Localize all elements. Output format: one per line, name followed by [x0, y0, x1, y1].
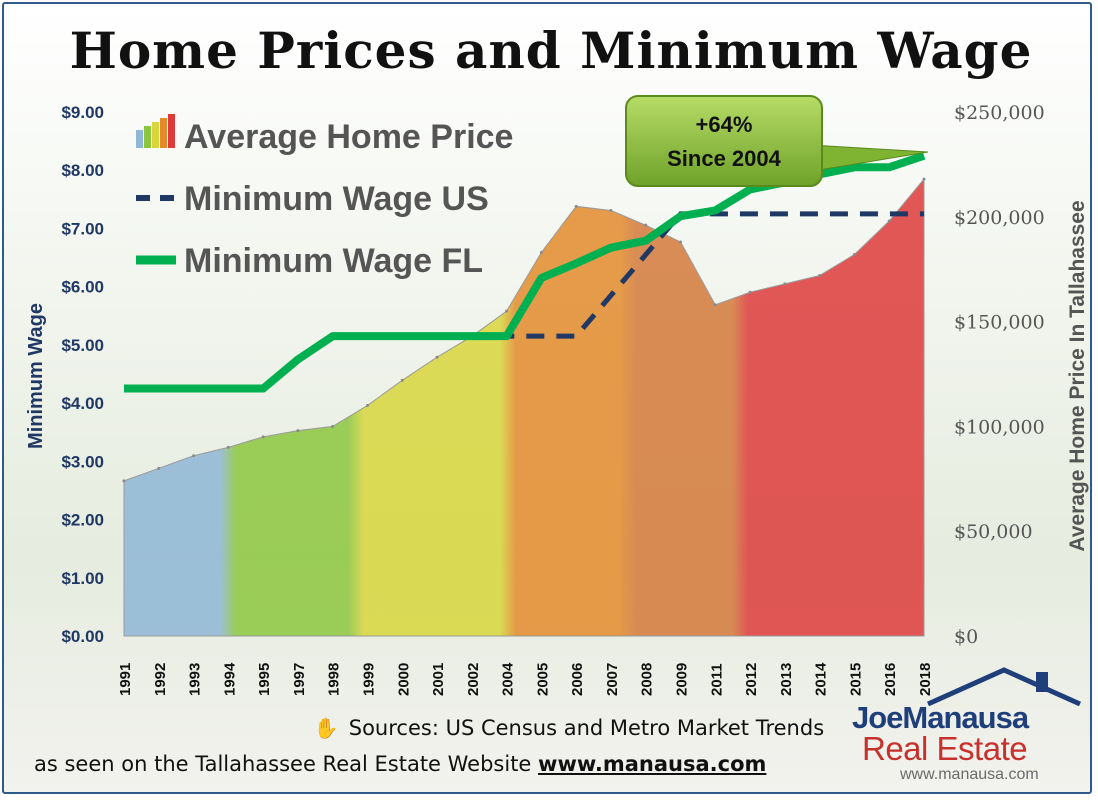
seen-on-line: as seen on the Tallahassee Real Estate W… — [34, 752, 766, 776]
right-axis-tick-label: $50,000 — [954, 521, 1033, 543]
home-price-point — [539, 250, 543, 254]
x-axis-tick-label: 2001 — [430, 663, 447, 696]
x-axis-tick-label: 2018 — [917, 663, 934, 696]
website-link[interactable]: www.manausa.com — [538, 752, 767, 776]
home-price-point — [852, 253, 856, 257]
legend-bar-swatch — [168, 114, 175, 148]
x-axis-tick-label: 1992 — [152, 663, 169, 696]
house-roof-icon — [926, 667, 1082, 706]
left-axis-tick-label: $6.00 — [61, 278, 104, 297]
home-price-point — [783, 282, 787, 286]
callout-percent: +64% — [696, 112, 753, 137]
x-axis-tick-label: 2011 — [708, 663, 725, 696]
right-axis-tick-label: $100,000 — [954, 416, 1045, 438]
home-price-point — [365, 403, 369, 407]
legend-bar-swatch — [160, 118, 167, 148]
home-price-point — [122, 479, 126, 483]
hand-icon: ✋ — [313, 716, 339, 740]
x-axis-tick-label: 2008 — [639, 663, 656, 696]
chart-canvas: $0.00 $1.00 $2.00 $3.00 $4.00 $5.00 $6.00 $7.00… — [25, 95, 1089, 696]
left-axis-tick-label: $9.00 — [61, 103, 104, 122]
x-axis-tick-label: 2015 — [847, 663, 864, 696]
x-axis-tick-label: 1993 — [187, 663, 204, 696]
legend-label: Minimum Wage FL — [184, 242, 483, 280]
home-price-point — [887, 219, 891, 223]
logo-name: JoeManausa — [852, 700, 1029, 736]
right-axis-tick-label: $200,000 — [954, 207, 1045, 229]
callout-box — [625, 95, 823, 187]
logo-joe: Joe — [852, 700, 903, 735]
x-axis-tick-label: 1998 — [326, 663, 343, 696]
home-price-point — [679, 240, 683, 244]
left-axis-tick-label: $1.00 — [61, 569, 104, 588]
right-axis-tick-label: $0 — [954, 626, 978, 648]
home-price-point — [818, 273, 822, 277]
home-price-point — [713, 303, 717, 307]
legend-bar-swatch — [152, 122, 159, 148]
left-axis-tick-label: $3.00 — [61, 452, 104, 471]
x-axis-tick-label: 2014 — [813, 662, 830, 696]
sources-line: ✋ Sources: US Census and Metro Market Tre… — [4, 716, 1090, 740]
home-price-point — [748, 290, 752, 294]
x-axis-tick-label: 2012 — [743, 663, 760, 696]
x-axis-tick-label: 2004 — [500, 662, 517, 696]
legend-label: Average Home Price — [184, 118, 513, 156]
home-price-point — [192, 454, 196, 458]
left-axis-tick-label: $7.00 — [61, 219, 104, 238]
logo-url: www.manausa.com — [900, 766, 1039, 783]
x-axis-tick-label: 1999 — [360, 663, 377, 696]
logo-real-estate: Real Estate — [862, 730, 1028, 767]
home-price-point — [331, 424, 335, 428]
home-price-point — [261, 435, 265, 439]
home-price-point — [400, 378, 404, 382]
left-axis-tick-label: $2.00 — [61, 511, 104, 530]
left-axis-tick-label: $5.00 — [61, 336, 104, 355]
right-axis-tick-label: $150,000 — [954, 312, 1045, 334]
logo-manausa: Manausa — [902, 700, 1029, 735]
right-axis-title: Average Home Price In Tallahassee — [1066, 200, 1089, 551]
legend-bar-swatch — [136, 130, 143, 148]
callout-since: Since 2004 — [667, 146, 782, 171]
home-price-point — [574, 204, 578, 208]
x-axis-tick-label: 1995 — [256, 663, 273, 696]
home-price-point — [226, 445, 230, 449]
home-price-point — [296, 429, 300, 433]
home-price-point — [644, 223, 648, 227]
right-axis-tick-label: $250,000 — [954, 102, 1045, 124]
x-axis-tick-label: 1997 — [291, 663, 308, 696]
company-logo: JoeManausa Real Estate www.manausa.com — [852, 666, 1088, 790]
x-axis-tick-label: 2000 — [395, 663, 412, 696]
seen-on-text: as seen on the Tallahassee Real Estate W… — [34, 752, 532, 776]
home-price-point — [157, 466, 161, 470]
chart-title: Home Prices and Minimum Wage — [69, 21, 1033, 80]
sources-text: Sources: US Census and Metro Market Tren… — [348, 716, 825, 740]
bar-chart-icon — [136, 114, 175, 148]
left-axis-tick-label: $8.00 — [61, 161, 104, 180]
home-price-point — [609, 209, 613, 213]
left-axis-tick-label: $0.00 — [61, 627, 104, 646]
left-axis-tick-label: $4.00 — [61, 394, 104, 413]
x-axis-tick-label: 2002 — [465, 663, 482, 696]
home-price-point — [435, 355, 439, 359]
x-axis-tick-label: 2006 — [569, 663, 586, 696]
x-axis-tick-label: 2016 — [882, 663, 899, 696]
x-axis-tick-label: 2005 — [534, 663, 551, 696]
left-axis-title: Minimum Wage — [25, 303, 47, 449]
legend-bar-swatch — [144, 126, 151, 148]
x-axis-tick-label: 2007 — [604, 663, 621, 696]
x-axis-tick-label: 2009 — [674, 663, 691, 696]
x-axis-tick-label: 1991 — [117, 663, 134, 696]
home-price-point — [505, 309, 509, 313]
home-price-point — [922, 177, 926, 181]
x-axis-tick-label: 2013 — [778, 663, 795, 696]
legend-label: Minimum Wage US — [184, 180, 489, 218]
x-axis-tick-label: 1994 — [221, 662, 238, 696]
